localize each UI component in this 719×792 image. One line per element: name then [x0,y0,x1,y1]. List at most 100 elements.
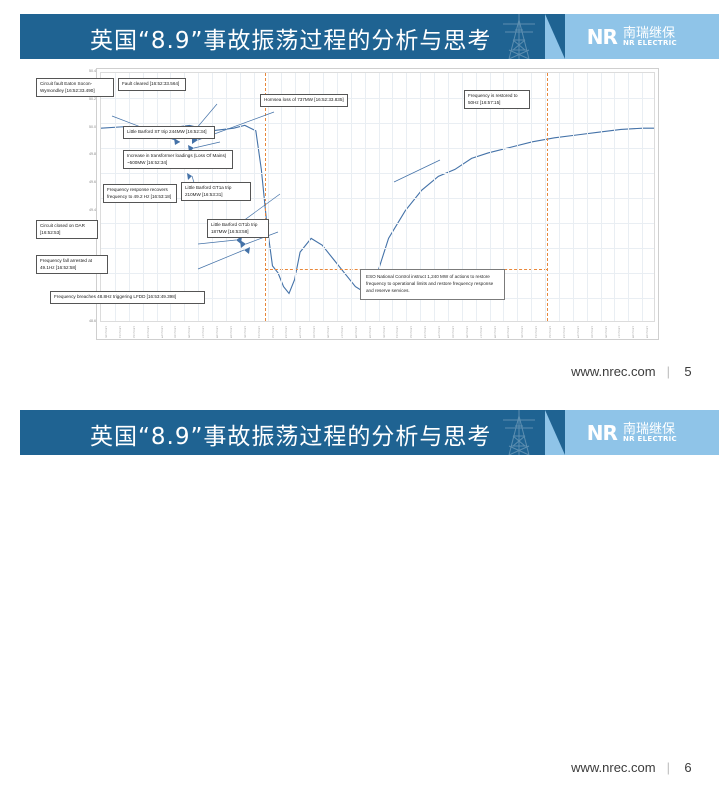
logo-name-en: NR ELECTRIC [622,39,677,48]
y-tick-label: 50.4 [88,69,96,74]
grid-line-v [336,73,338,321]
annotation-text: Fault cleared [16:52:33.564] [122,81,180,86]
grid-line-v [447,73,449,321]
annotation-lfdd: Frequency breaches 48.8Hz triggering LFD… [50,291,205,304]
footer-site: www.nrec.com [571,760,656,775]
x-tick-label: 16:52:30 [520,326,523,339]
x-tick-label: 16:52:33 [284,326,288,339]
grid-line-v [267,73,269,321]
x-tick-label: 16:52:38 [353,326,357,339]
grid-line-h [101,248,654,249]
page-title: 英国“8.9”事故振荡过程的分析与思考 [90,28,492,54]
x-tick-label: 16:52:39 [228,326,232,339]
page-title: 英国“8.9”事故振荡过程的分析与思考 [90,424,492,450]
x-tick-label: 16:52:32 [409,326,412,339]
x-tick-label: 16:52:31 [534,326,537,339]
x-tick-label: 16:52:35 [589,326,593,339]
annotation-text: Frequency fall arrested at 49.1Hz [16:52… [40,258,93,270]
grid-line-v [614,73,616,321]
x-tick-label: 16:52:37 [339,326,343,339]
grid-line-h [101,223,654,224]
grid-line-v [489,73,491,321]
annotation-text: Circuit fault Eaton Socon- Wymondley [16… [40,81,95,93]
grid-line-v [406,73,408,321]
x-tick-label: 16:52:38 [492,326,496,339]
y-tick-label: 50.2 [88,97,96,102]
grid-line-v [378,73,380,321]
x-tick-label: 16:52:38 [631,326,634,339]
grid-line-h [101,98,654,99]
grid-line-h [101,148,654,149]
x-tick-label: 16:52:37 [478,326,482,339]
logo-name-cn: 南瑞继保 [622,421,675,437]
grid-line-v [323,73,324,321]
pylon-icon [503,410,535,455]
annotation-transformer-loading: Increase in transformer loadings (Loss O… [123,150,233,170]
grid-line-v [392,73,394,321]
x-tick-label: 16:52:34 [159,326,163,339]
company-logo: NR 南瑞继保 NR ELECTRIC [587,24,677,50]
grid-line-v [253,73,255,321]
x-tick-label: 16:52:31 [256,326,260,339]
x-tick-label: 16:52:32 [270,326,274,339]
logo-mark: NR [586,25,618,49]
header-blue-band [20,410,587,455]
annotation-freq-response: Frequency response recovers frequency to… [103,184,177,204]
annotation-text: Frequency response recovers frequency to… [107,187,172,199]
y-tick-label: 48.6 [88,319,96,324]
grid-line-v [642,73,644,321]
header-light-band [503,410,719,455]
frequency-chart: 50.450.250.049.849.649.449.249.048.848.6… [22,64,698,346]
x-tick-label: 16:52:35 [450,326,454,339]
slide-6: 英国“8.9”事故振荡过程的分析与思考 NR 南瑞继保 NR ELECTRIC [0,396,719,792]
grid-line-v [475,73,477,321]
footer-5: www.nrec.com | 5 [571,364,695,379]
annotation-hornsea-loss: Hornsea loss of 737MW [16:52:33.835] [260,94,348,107]
x-tick-label: 16:52:33 [561,326,565,339]
x-tick-label: 16:52:39 [506,326,510,339]
annotation-text: Circuit closed on DAR [16:52:53] [40,223,85,235]
annotation-fault-cleared: Fault cleared [16:52:33.564] [118,78,186,91]
y-tick-label: 49.8 [88,152,96,157]
x-tick-label: 16:52:33 [145,326,149,339]
x-tick-label: 16:52:34 [298,326,301,339]
x-tick-label: 16:52:37 [617,326,621,339]
annotation-text: Little Barford GT1a trip 210MW [16:53:31… [185,185,232,197]
x-tick-label: 16:52:36 [603,326,607,339]
slide-header: 英国“8.9”事故振荡过程的分析与思考 NR 南瑞继保 NR ELECTRIC [20,410,719,455]
logo-mark: NR [586,421,618,445]
page-number: 6 [684,760,692,775]
x-tick-label: 16:52:30 [242,326,246,339]
grid-line-v [586,73,588,321]
annotation-freq-arrested: Frequency fall arrested at 49.1Hz [16:52… [36,255,108,275]
grid-line-v [350,73,352,321]
x-tick-label: 16:52:33 [423,326,426,339]
annotation-text: Little Barford ST trip 244MW [16:52:34] [127,129,207,134]
grid-line-h [101,173,654,174]
annotation-little-barford-st: Little Barford ST trip 244MW [16:52:34] [123,126,215,139]
grid-line-v [420,73,422,321]
grid-line-v [281,73,283,321]
annotation-text: Little Barford GT1b trip 187MW [16:53:58… [211,222,258,234]
x-tick-label: 16:52:37 [201,326,204,339]
y-axis: 50.450.250.049.849.649.449.249.048.848.6 [54,69,98,324]
grid-line-h [101,198,654,199]
slide-header: 英国“8.9”事故振荡过程的分析与思考 NR 南瑞继保 NR ELECTRIC [20,14,719,59]
annotation-text: Hornsea loss of 737MW [16:52:33.835] [264,97,344,102]
x-tick-label: 16:52:36 [326,326,329,339]
x-tick-label: 16:52:39 [367,326,371,339]
annotation-gt1a-trip: Little Barford GT1a trip 210MW [16:53:31… [181,182,251,202]
x-tick-label: 16:52:35 [173,326,177,339]
x-tick-label: 16:52:39 [645,326,648,339]
grid-line-v [572,73,574,321]
annotation-circuit-fault: Circuit fault Eaton Socon- Wymondley [16… [36,78,114,98]
y-tick-label: 49.4 [88,208,96,213]
logo-name-cn: 南瑞继保 [622,25,675,41]
x-tick-label: 16:52:30 [104,326,107,339]
grid-line-v [545,73,546,321]
x-tick-label: 16:52:32 [548,326,551,339]
footer-6: www.nrec.com | 6 [571,760,695,775]
x-tick-label: 16:52:36 [464,326,468,339]
event-marker-end [547,73,548,321]
grid-line-v [517,73,519,321]
